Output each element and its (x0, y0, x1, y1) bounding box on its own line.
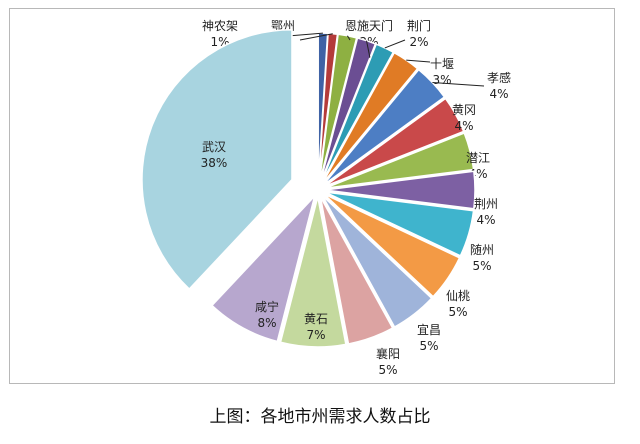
slice-label-荆门: 荆门 (407, 18, 431, 33)
pie-slice-潜江 (324, 132, 475, 190)
slice-label-武汉: 武汉 (202, 140, 226, 154)
slice-label-神农架: 神农架 (202, 19, 238, 33)
slice-percent-随州: 5% (472, 259, 491, 273)
leader-line-鄂州 (299, 33, 333, 41)
leader-line-十堰 (406, 59, 431, 63)
slice-percent-仙桃: 5% (448, 305, 467, 319)
pie-slice-随州 (324, 191, 475, 257)
slice-label-咸宁: 咸宁 (255, 299, 279, 314)
slice-percent-孝感: 4% (489, 87, 508, 101)
pie-slice-武汉 (141, 28, 293, 291)
slice-label-恩施: 恩施天门 (345, 18, 393, 33)
slice-percent-咸宁: 8% (257, 316, 276, 330)
slice-percent-武汉: 38% (201, 156, 228, 170)
slice-label-仙桃: 仙桃 (446, 288, 470, 303)
slice-label-黄石: 黄石 (304, 312, 328, 326)
leader-line-天门 (366, 40, 371, 59)
pie-slice-宜昌 (321, 194, 433, 328)
leader-line-孝感 (432, 82, 485, 87)
slice-label-黄冈: 黄冈 (452, 103, 476, 117)
slice-percent-襄阳: 5% (378, 363, 397, 377)
pie-slice-荆门 (320, 43, 395, 185)
pie-slice-荆州 (324, 170, 476, 210)
slice-percent-荆州: 4% (476, 213, 495, 227)
slice-percent-黄冈: 4% (454, 119, 473, 133)
pie-slice-仙桃 (323, 193, 461, 298)
pie-slice-黄冈 (323, 97, 465, 188)
pie-slice-襄阳 (319, 196, 394, 345)
slice-label-宜昌: 宜昌 (417, 322, 441, 337)
pie-slice-黄石 (279, 196, 347, 348)
slice-label-荆州: 荆州 (474, 197, 498, 211)
slice-label-十堰: 十堰 (430, 57, 454, 71)
slice-label-孝感: 孝感 (487, 70, 511, 85)
slice-percent-宜昌: 5% (419, 339, 438, 353)
slice-label-襄阳: 襄阳 (376, 346, 400, 361)
pie-slice-咸宁 (210, 195, 316, 343)
leader-line-荆门 (384, 39, 406, 49)
slice-percent-荆门: 2% (409, 35, 428, 49)
pie-slice-孝感 (322, 68, 446, 186)
leader-line-恩施 (346, 35, 351, 41)
slice-label-随州: 随州 (470, 242, 494, 257)
slice-percent-黄石: 7% (306, 328, 325, 342)
slice-label-潜江: 潜江 (466, 151, 490, 165)
chart-caption: 上图：各地市州需求人数占比 (209, 407, 431, 427)
